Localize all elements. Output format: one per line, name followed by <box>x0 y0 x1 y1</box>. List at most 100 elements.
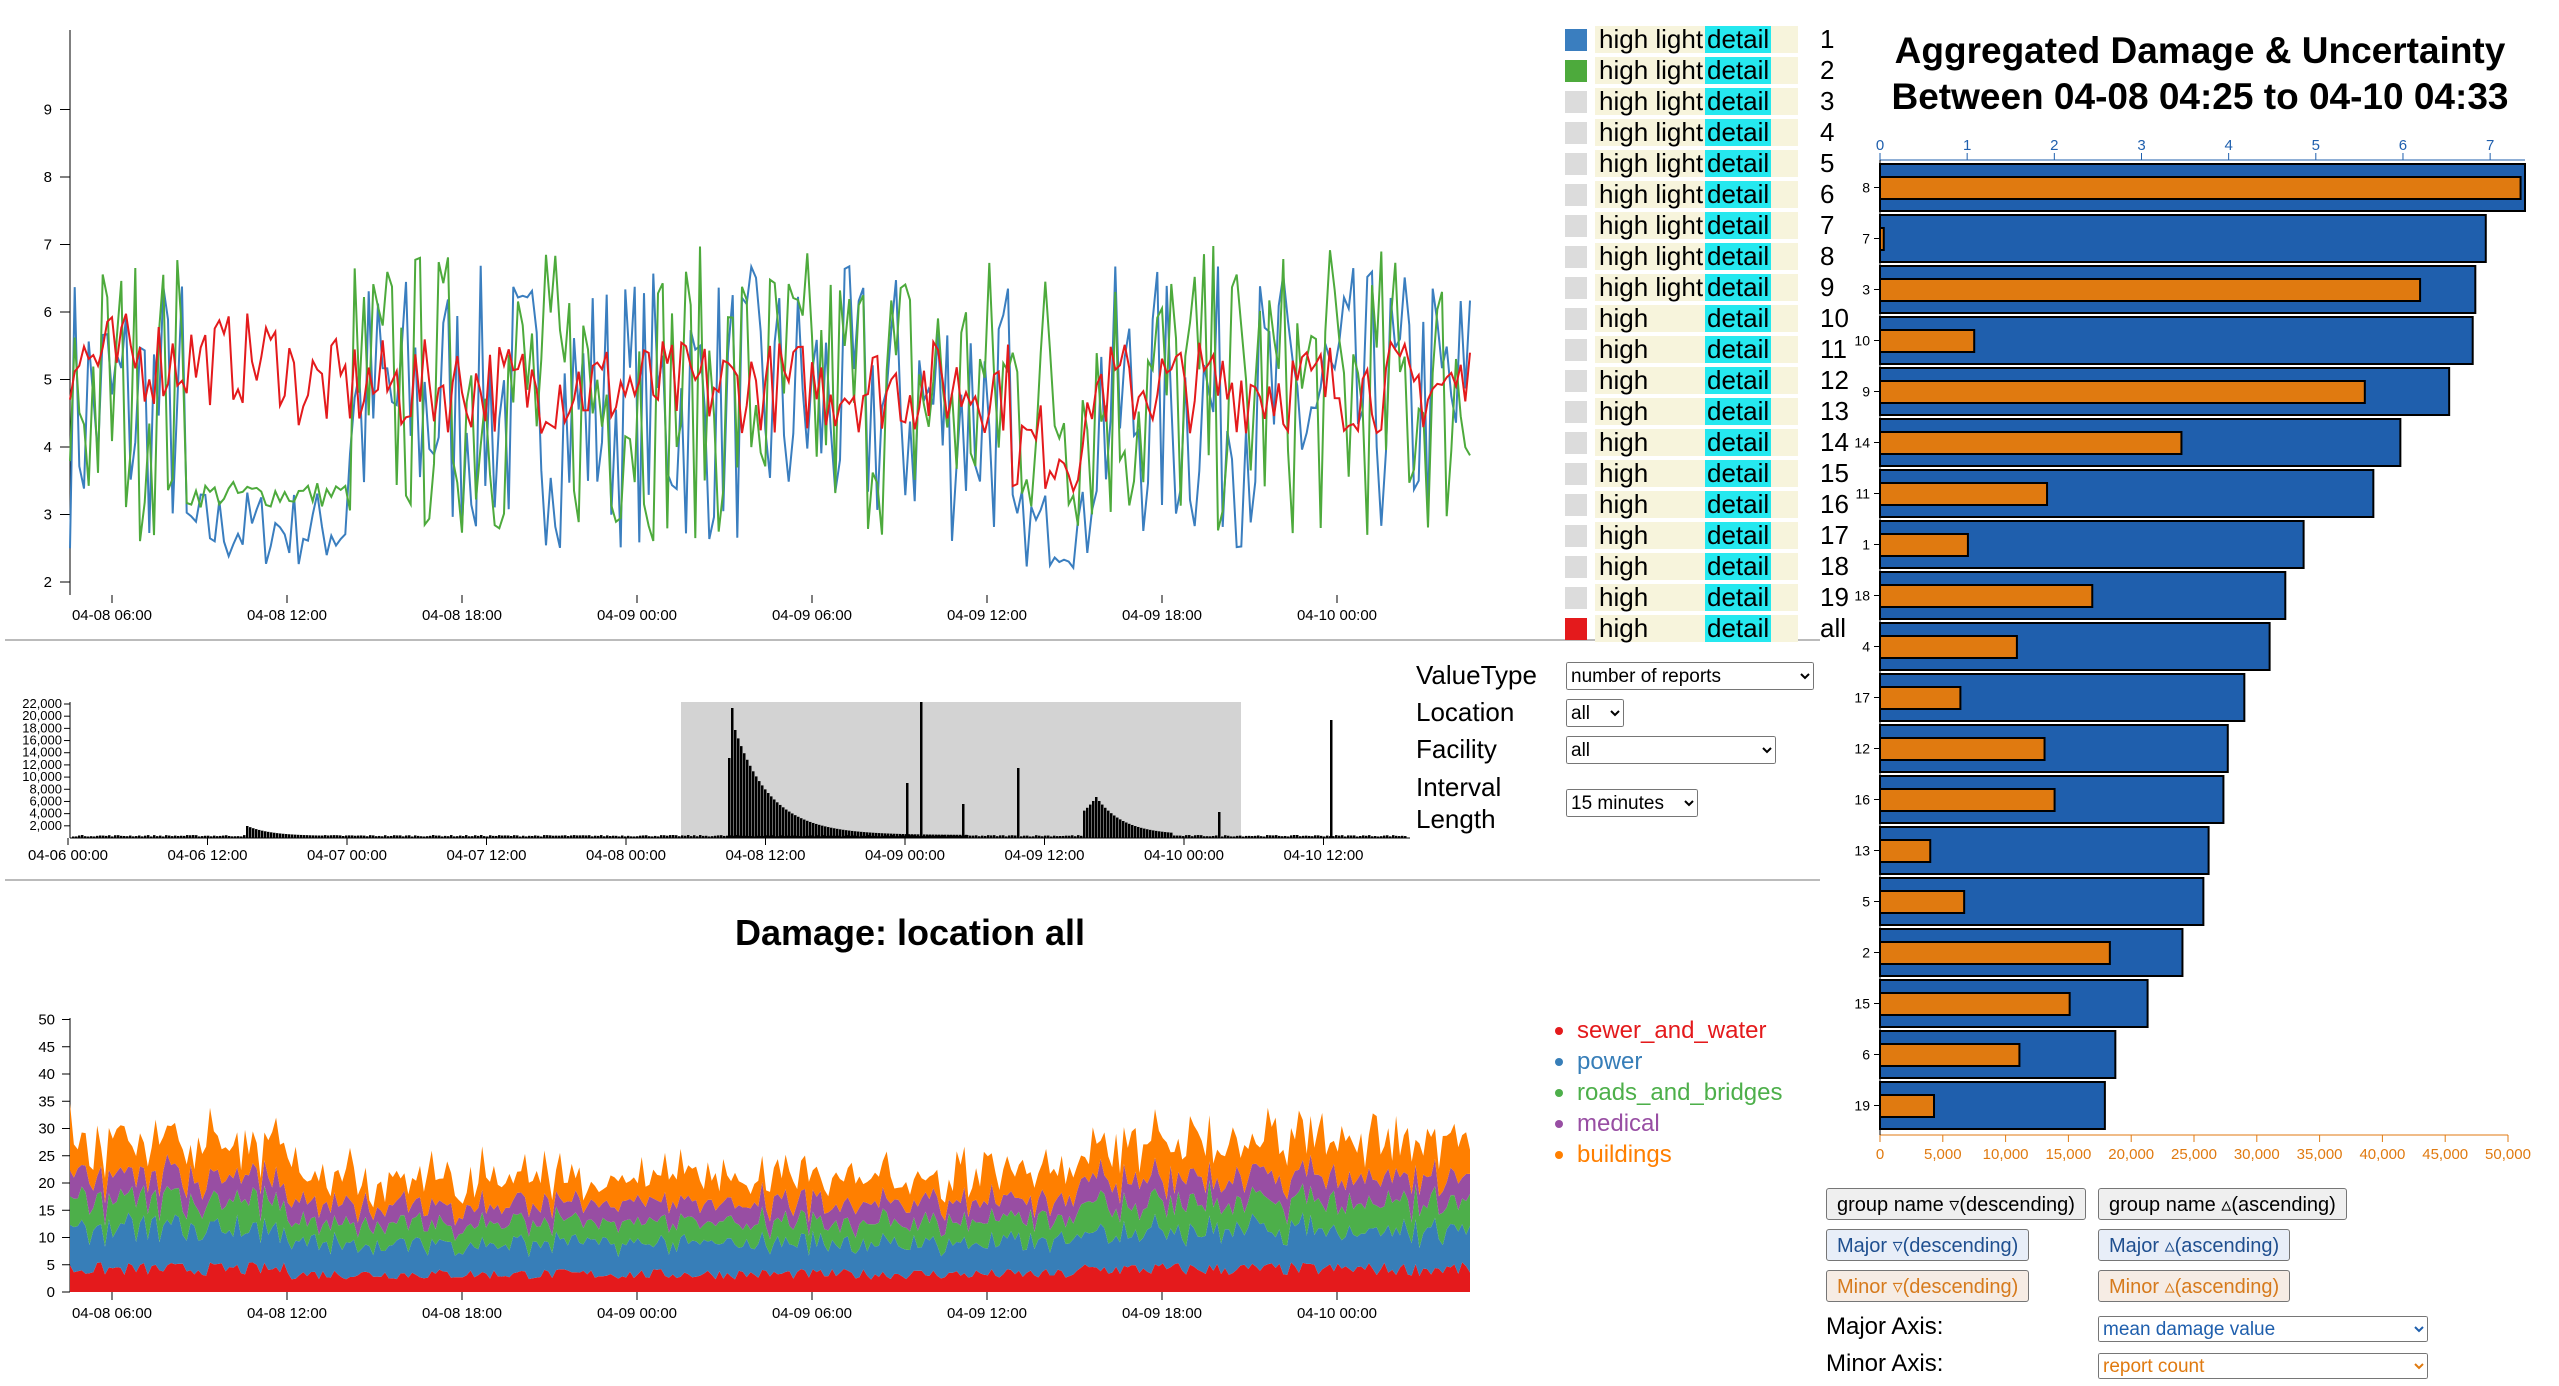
legend-swatch[interactable] <box>1565 555 1587 578</box>
legend-highlight-button[interactable]: high detail <box>1595 615 1798 642</box>
legend-item-2[interactable]: high light detail 2 <box>1565 55 1834 86</box>
legend-swatch[interactable] <box>1565 617 1587 640</box>
legend-item-3[interactable]: high light detail 3 <box>1565 86 1834 117</box>
agg-major-bar-7[interactable] <box>1879 214 2487 263</box>
legend-item-18[interactable]: high detail 18 <box>1565 551 1849 582</box>
legend-highlight-button[interactable]: high detail <box>1595 336 1798 363</box>
legend-detail-button[interactable]: detail <box>1705 24 1772 54</box>
legend-detail-button[interactable]: detail <box>1705 272 1772 302</box>
legend-swatch[interactable] <box>1565 28 1587 51</box>
minor-axis-select[interactable]: report count <box>2098 1353 2428 1379</box>
legend-item-10[interactable]: high detail 10 <box>1565 303 1849 334</box>
legend-highlight-button[interactable]: high detail <box>1595 367 1798 394</box>
legend-highlight-button[interactable]: high detail <box>1595 491 1798 518</box>
legend-detail-button[interactable]: detail <box>1705 396 1772 426</box>
interval-length-select[interactable]: 15 minutes <box>1566 789 1698 817</box>
legend-swatch[interactable] <box>1565 245 1587 268</box>
legend-highlight-button[interactable]: high light detail <box>1595 88 1798 115</box>
agg-minor-bar-15[interactable] <box>1879 992 2071 1016</box>
sort-minor-asc-button[interactable]: Minor ▵(ascending) <box>2098 1270 2291 1302</box>
sort-group-asc-button[interactable]: group name ▵(ascending) <box>2098 1188 2347 1220</box>
legend-highlight-button[interactable]: high detail <box>1595 429 1798 456</box>
legend-swatch[interactable] <box>1565 121 1587 144</box>
legend-detail-button[interactable]: detail <box>1705 241 1772 271</box>
legend-item-5[interactable]: high light detail 5 <box>1565 148 1834 179</box>
legend-item-6[interactable]: high light detail 6 <box>1565 179 1834 210</box>
legend-highlight-button[interactable]: high light detail <box>1595 274 1798 301</box>
legend-item-1[interactable]: high light detail 1 <box>1565 24 1834 55</box>
legend-swatch[interactable] <box>1565 369 1587 392</box>
legend-detail-button[interactable]: detail <box>1705 613 1772 643</box>
legend-swatch[interactable] <box>1565 276 1587 299</box>
legend-highlight-button[interactable]: high detail <box>1595 522 1798 549</box>
sort-major-asc-button[interactable]: Major ▵(ascending) <box>2098 1229 2291 1261</box>
legend-detail-button[interactable]: detail <box>1705 148 1772 178</box>
legend-detail-button[interactable]: detail <box>1705 86 1772 116</box>
legend-swatch[interactable] <box>1565 338 1587 361</box>
agg-minor-bar-5[interactable] <box>1879 890 1966 914</box>
legend-swatch[interactable] <box>1565 524 1587 547</box>
legend-item-12[interactable]: high detail 12 <box>1565 365 1849 396</box>
major-axis-select[interactable]: mean damage value <box>2098 1316 2428 1342</box>
legend-detail-button[interactable]: detail <box>1705 551 1772 581</box>
legend-detail-button[interactable]: detail <box>1705 117 1772 147</box>
legend-item-9[interactable]: high light detail 9 <box>1565 272 1834 303</box>
agg-minor-bar-10[interactable] <box>1879 329 1976 353</box>
agg-minor-bar-17[interactable] <box>1879 686 1962 710</box>
sort-major-desc-button[interactable]: Major ▿(descending) <box>1826 1229 2030 1261</box>
agg-minor-bar-2[interactable] <box>1879 941 2111 965</box>
legend-highlight-button[interactable]: high light detail <box>1595 57 1798 84</box>
legend-item-7[interactable]: high light detail 7 <box>1565 210 1834 241</box>
agg-minor-bar-16[interactable] <box>1879 788 2056 812</box>
agg-minor-bar-3[interactable] <box>1879 278 2422 302</box>
legend-item-14[interactable]: high detail 14 <box>1565 427 1849 458</box>
legend-detail-button[interactable]: detail <box>1705 458 1772 488</box>
legend-detail-button[interactable]: detail <box>1705 520 1772 550</box>
agg-major-bar-13[interactable] <box>1879 826 2210 875</box>
facility-select[interactable]: all <box>1566 736 1776 764</box>
agg-minor-bar-14[interactable] <box>1879 431 2183 455</box>
legend-highlight-button[interactable]: high light detail <box>1595 212 1798 239</box>
legend-detail-button[interactable]: detail <box>1705 365 1772 395</box>
legend-detail-button[interactable]: detail <box>1705 582 1772 612</box>
legend-item-19[interactable]: high detail 19 <box>1565 582 1849 613</box>
legend-highlight-button[interactable]: high light detail <box>1595 150 1798 177</box>
legend-highlight-button[interactable]: high detail <box>1595 460 1798 487</box>
agg-major-bar-10[interactable] <box>1879 316 2474 365</box>
agg-major-bar-4[interactable] <box>1879 622 2271 671</box>
agg-minor-bar-12[interactable] <box>1879 737 2046 761</box>
legend-detail-button[interactable]: detail <box>1705 55 1772 85</box>
legend-detail-button[interactable]: detail <box>1705 489 1772 519</box>
agg-minor-bar-9[interactable] <box>1879 380 2366 404</box>
agg-minor-bar-4[interactable] <box>1879 635 2018 659</box>
legend-detail-button[interactable]: detail <box>1705 427 1772 457</box>
legend-swatch[interactable] <box>1565 493 1587 516</box>
legend-swatch[interactable] <box>1565 586 1587 609</box>
legend-swatch[interactable] <box>1565 183 1587 206</box>
legend-swatch[interactable] <box>1565 400 1587 423</box>
legend-item-17[interactable]: high detail 17 <box>1565 520 1849 551</box>
legend-swatch[interactable] <box>1565 152 1587 175</box>
legend-item-16[interactable]: high detail 16 <box>1565 489 1849 520</box>
legend-highlight-button[interactable]: high light detail <box>1595 119 1798 146</box>
agg-minor-bar-6[interactable] <box>1879 1043 2021 1067</box>
agg-minor-bar-11[interactable] <box>1879 482 2049 506</box>
legend-swatch[interactable] <box>1565 90 1587 113</box>
location-select[interactable]: all <box>1566 699 1624 727</box>
legend-highlight-button[interactable]: high light detail <box>1595 26 1798 53</box>
legend-highlight-button[interactable]: high detail <box>1595 553 1798 580</box>
legend-detail-button[interactable]: detail <box>1705 334 1772 364</box>
legend-swatch[interactable] <box>1565 462 1587 485</box>
legend-highlight-button[interactable]: high light detail <box>1595 243 1798 270</box>
agg-minor-bar-13[interactable] <box>1879 839 1932 863</box>
legend-swatch[interactable] <box>1565 307 1587 330</box>
legend-swatch[interactable] <box>1565 214 1587 237</box>
legend-detail-button[interactable]: detail <box>1705 303 1772 333</box>
legend-item-11[interactable]: high detail 11 <box>1565 334 1847 365</box>
agg-minor-bar-1[interactable] <box>1879 533 1969 557</box>
legend-item-all[interactable]: high detail all <box>1565 613 1846 644</box>
sort-minor-desc-button[interactable]: Minor ▿(descending) <box>1826 1270 2030 1302</box>
legend-swatch[interactable] <box>1565 59 1587 82</box>
legend-highlight-button[interactable]: high detail <box>1595 305 1798 332</box>
legend-detail-button[interactable]: detail <box>1705 210 1772 240</box>
